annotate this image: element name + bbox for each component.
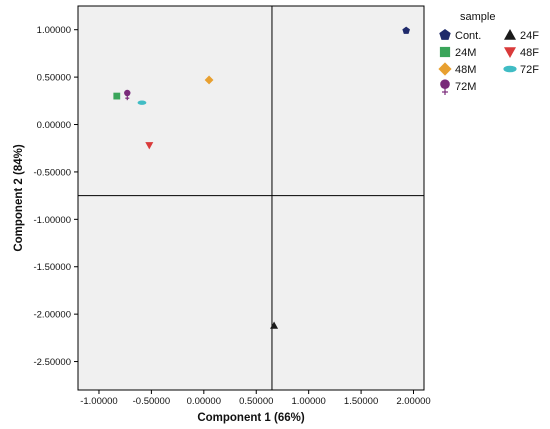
legend-marker [504, 47, 516, 58]
legend-label: 48M [455, 64, 476, 76]
point-48m [204, 75, 214, 85]
legend-marker [440, 79, 450, 95]
x-tick-label: 1.50000 [344, 396, 378, 407]
legend-item: Cont. [439, 29, 481, 42]
y-axis-title: Component 2 (84%) [13, 144, 25, 252]
x-tick-label: 2.00000 [396, 396, 430, 407]
legend-title: sample [460, 11, 495, 23]
point-24m [113, 92, 121, 100]
point-48f [145, 142, 154, 150]
legend-label: Cont. [455, 30, 481, 42]
legend-item: 24M [439, 46, 476, 59]
legend-marker [438, 62, 452, 76]
legend-marker [503, 65, 517, 73]
legend-marker [439, 46, 451, 58]
point-72m [124, 89, 131, 101]
x-axis: -1.00000 -0.50000 0.00000 0.50000 1.00000 1.5… [80, 390, 431, 407]
legend-item: 72M [440, 79, 476, 95]
y-tick-label: -2.00000 [33, 310, 71, 321]
plot-area [77, 5, 425, 391]
legend-item: 48M [438, 62, 476, 76]
legend-label: 72F [520, 64, 539, 76]
x-tick-label: -1.00000 [80, 396, 118, 407]
point-cont [402, 26, 410, 34]
y-tick-label: 0.50000 [37, 73, 71, 84]
x-tick-label: 0.00000 [187, 396, 221, 407]
y-tick-label: -2.50000 [33, 357, 71, 368]
legend-item: 24F [504, 29, 539, 42]
y-tick-label: -0.50000 [33, 167, 71, 178]
y-tick-label: 1.00000 [37, 25, 71, 36]
legend-label: 24F [520, 30, 539, 42]
legend-label: 72M [455, 81, 476, 93]
y-tick-label: -1.00000 [33, 215, 71, 226]
legend-item: 48F [504, 47, 539, 59]
legend-label: 48F [520, 47, 539, 59]
y-axis: 1.00000 0.50000 0.00000 -0.50000 -1.00000 -1.… [33, 25, 78, 368]
x-tick-label: -0.50000 [133, 396, 171, 407]
y-tick-label: -1.50000 [33, 262, 71, 273]
x-axis-title: Component 1 (66%) [197, 412, 305, 424]
legend-label: 24M [455, 47, 476, 59]
y-tick-label: 0.00000 [37, 120, 71, 131]
legend: sample Cont. 24F 24M 48F 48M 72F 72M [438, 11, 539, 95]
x-tick-label: 0.50000 [239, 396, 273, 407]
point-72f [137, 100, 147, 105]
point-24f [270, 321, 279, 329]
legend-marker [439, 29, 451, 40]
x-tick-label: 1.00000 [291, 396, 325, 407]
legend-marker [504, 29, 516, 40]
data-points [113, 26, 410, 329]
legend-item: 72F [503, 64, 539, 76]
